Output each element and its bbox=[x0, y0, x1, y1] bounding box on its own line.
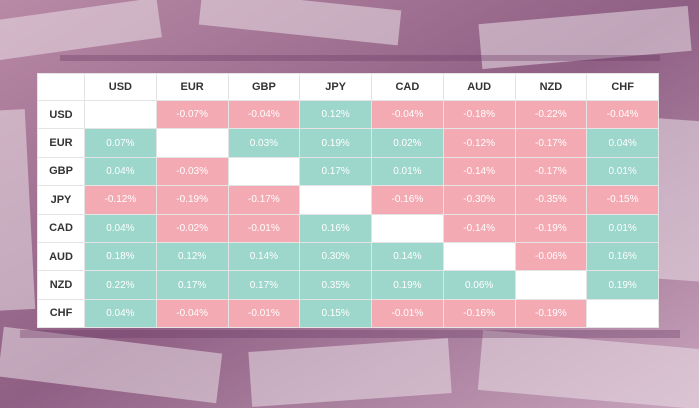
row-label: EUR bbox=[37, 128, 85, 158]
table-row: GBP 0.04% -0.03% 0.17% 0.01% -0.14% -0.17% 0.01… bbox=[37, 156, 659, 187]
value-cell: 0.04% bbox=[84, 156, 157, 187]
value-cell: -0.01% bbox=[371, 298, 444, 329]
value-cell: -0.02% bbox=[155, 213, 229, 243]
empty-cell bbox=[299, 185, 372, 215]
value-cell: 0.17% bbox=[155, 270, 229, 300]
empty-cell bbox=[84, 99, 157, 130]
table-row: JPY -0.12% -0.19% -0.17% -0.16% -0.30% -0.35% -… bbox=[37, 185, 659, 215]
column-header: NZD bbox=[514, 73, 588, 101]
value-cell: 0.19% bbox=[299, 128, 372, 158]
column-header: USD bbox=[84, 73, 157, 101]
column-header: CHF bbox=[586, 73, 659, 101]
value-cell: -0.19% bbox=[514, 213, 588, 243]
value-cell: -0.04% bbox=[586, 99, 659, 130]
value-cell: 0.18% bbox=[84, 241, 157, 272]
table-row: CHF 0.04% -0.04% -0.01% 0.15% -0.01% -0.16% -0.… bbox=[37, 298, 659, 329]
value-cell: -0.17% bbox=[227, 185, 301, 215]
value-cell: 0.17% bbox=[227, 270, 301, 300]
value-cell: 0.06% bbox=[442, 270, 516, 300]
value-cell: 0.12% bbox=[299, 99, 372, 130]
row-label: CHF bbox=[37, 298, 85, 329]
header-row: USD EUR GBP JPY CAD AUD NZD CHF bbox=[37, 73, 659, 101]
column-header: GBP bbox=[227, 73, 301, 101]
value-cell: 0.16% bbox=[586, 241, 659, 272]
table-row: CAD 0.04% -0.02% -0.01% 0.16% -0.14% -0.19% 0.0… bbox=[37, 213, 659, 243]
value-cell: -0.35% bbox=[514, 185, 588, 215]
value-cell: 0.01% bbox=[586, 213, 659, 243]
value-cell: 0.15% bbox=[299, 298, 372, 329]
row-label: CAD bbox=[37, 213, 85, 243]
table-row: USD -0.07% -0.04% 0.12% -0.04% -0.18% -0.22% -0… bbox=[37, 99, 659, 130]
value-cell: -0.04% bbox=[155, 298, 229, 329]
value-cell: -0.17% bbox=[514, 156, 588, 187]
column-header: EUR bbox=[155, 73, 229, 101]
value-cell: -0.01% bbox=[227, 298, 301, 329]
value-cell: 0.03% bbox=[227, 128, 301, 158]
value-cell: -0.12% bbox=[84, 185, 157, 215]
value-cell: 0.22% bbox=[84, 270, 157, 300]
value-cell: -0.06% bbox=[514, 241, 588, 272]
row-label: AUD bbox=[37, 241, 85, 272]
empty-cell bbox=[155, 128, 229, 158]
column-header: AUD bbox=[442, 73, 516, 101]
value-cell: -0.19% bbox=[514, 298, 588, 329]
value-cell: -0.16% bbox=[371, 185, 444, 215]
value-cell: 0.04% bbox=[586, 128, 659, 158]
value-cell: 0.02% bbox=[371, 128, 444, 158]
value-cell: 0.14% bbox=[227, 241, 301, 272]
value-cell: -0.30% bbox=[442, 185, 516, 215]
value-cell: 0.19% bbox=[586, 270, 659, 300]
row-label: USD bbox=[37, 99, 85, 130]
value-cell: 0.17% bbox=[299, 156, 372, 187]
value-cell: -0.16% bbox=[442, 298, 516, 329]
empty-cell bbox=[586, 298, 659, 329]
value-cell: -0.17% bbox=[514, 128, 588, 158]
row-label: NZD bbox=[37, 270, 85, 300]
empty-cell bbox=[371, 213, 444, 243]
value-cell: 0.16% bbox=[299, 213, 372, 243]
value-cell: -0.07% bbox=[155, 99, 229, 130]
value-cell: 0.01% bbox=[371, 156, 444, 187]
value-cell: -0.22% bbox=[514, 99, 588, 130]
value-cell: 0.04% bbox=[84, 298, 157, 329]
empty-cell bbox=[442, 241, 516, 272]
row-label: JPY bbox=[37, 185, 85, 215]
value-cell: -0.12% bbox=[442, 128, 516, 158]
table-row: EUR 0.07% 0.03% 0.19% 0.02% -0.12% -0.17% 0.04% bbox=[37, 128, 659, 158]
value-cell: 0.01% bbox=[586, 156, 659, 187]
value-cell: 0.14% bbox=[371, 241, 444, 272]
value-cell: 0.30% bbox=[299, 241, 372, 272]
empty-cell bbox=[514, 270, 588, 300]
table-row: AUD 0.18% 0.12% 0.14% 0.30% 0.14% -0.06% 0.16% bbox=[37, 241, 659, 272]
value-cell: -0.14% bbox=[442, 156, 516, 187]
value-cell: -0.19% bbox=[155, 185, 229, 215]
value-cell: -0.04% bbox=[371, 99, 444, 130]
value-cell: 0.04% bbox=[84, 213, 157, 243]
value-cell: -0.01% bbox=[227, 213, 301, 243]
empty-cell bbox=[227, 156, 301, 187]
value-cell: 0.12% bbox=[155, 241, 229, 272]
heatmap-table: USD EUR GBP JPY CAD AUD NZD CHF USD -0.07% -0.04%… bbox=[37, 73, 659, 329]
column-header: JPY bbox=[299, 73, 372, 101]
corner-cell bbox=[37, 73, 85, 101]
value-cell: -0.14% bbox=[442, 213, 516, 243]
column-header: CAD bbox=[371, 73, 444, 101]
value-cell: 0.35% bbox=[299, 270, 372, 300]
value-cell: -0.18% bbox=[442, 99, 516, 130]
value-cell: -0.04% bbox=[227, 99, 301, 130]
table-row: NZD 0.22% 0.17% 0.17% 0.35% 0.19% 0.06% 0.19% bbox=[37, 270, 659, 300]
row-label: GBP bbox=[37, 156, 85, 187]
value-cell: -0.15% bbox=[586, 185, 659, 215]
value-cell: 0.19% bbox=[371, 270, 444, 300]
value-cell: 0.07% bbox=[84, 128, 157, 158]
value-cell: -0.03% bbox=[155, 156, 229, 187]
table-body: USD -0.07% -0.04% 0.12% -0.04% -0.18% -0.22% -0… bbox=[37, 99, 659, 329]
